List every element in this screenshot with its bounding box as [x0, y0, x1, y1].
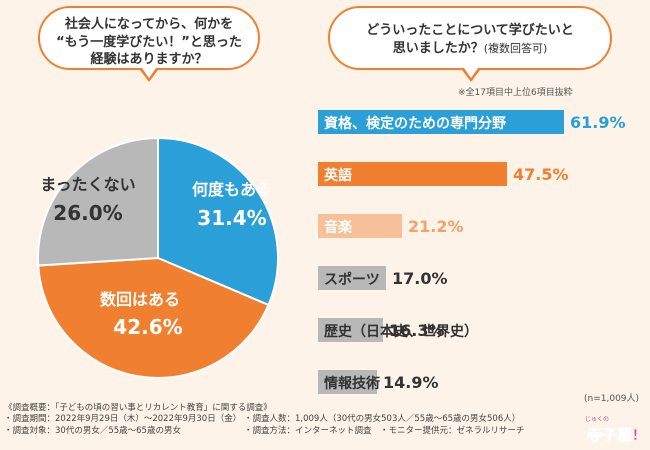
bar [318, 318, 383, 342]
pie-slice-value: 42.6% [113, 315, 182, 339]
survey-period: ・調査期間：2022年9月29日（木）～2022年9月30日（金） [4, 414, 242, 425]
logo-small-text: じゅくの [585, 416, 609, 423]
survey-title: 《調査概要：「子どもの頃の習い事とリカレント教育」に関する調査》 [4, 403, 272, 413]
bar-category-label: 歴史（日本史、世界史） [324, 324, 478, 340]
bar [318, 370, 377, 394]
pie-slice-label: 何度もある [192, 180, 272, 199]
question1-line: 経験はありますか？ [90, 52, 208, 68]
bar-chart-note: ※全17項目中上位6項目抜粋 [458, 88, 573, 98]
logo-text: 寺子屋! [587, 426, 639, 444]
question2-line2: 思いましたか？ [392, 40, 484, 56]
bar [318, 110, 564, 134]
pie-slice-label: まったくない [40, 175, 135, 194]
question2-note: (複数回答可) [483, 41, 548, 55]
bar-category-label: スポーツ [324, 272, 380, 288]
bar-category-label: 資格、検定のための専門分野 [324, 116, 506, 132]
terakoya-logo: じゅくの 寺子屋! [585, 416, 639, 444]
question2-line1: どういったことについて学びたいと [366, 23, 574, 38]
question1-line: 社会人になってから、何かを [64, 17, 234, 32]
bar [318, 266, 386, 290]
pie-slice [157, 136, 279, 307]
bar-value-label: 17.0% [392, 269, 448, 288]
bar-category-label: 英語 [324, 168, 352, 184]
question1-line: “もう一度学びたい！”と思った [56, 34, 242, 50]
bar [318, 162, 507, 186]
survey-count: ・調査人数：1,009人（30代の男女503人／55歳～65歳の男女506人） [244, 414, 521, 425]
pie-chart: 何度もある 31.4% 数回はある 42.6% まったくない 26.0% [37, 136, 279, 379]
pie-slice-value: 31.4% [197, 206, 266, 230]
pie-slice-value: 26.0% [53, 201, 122, 225]
bar-value-label: 14.9% [383, 373, 439, 392]
survey-provider: ・モニター提供元：ゼネラルリサーチ [380, 425, 525, 436]
bubble-tail [464, 68, 478, 78]
bar-value-label: 16.3% [389, 321, 445, 340]
bar-value-label: 21.2% [408, 217, 464, 236]
survey-overview: 《調査概要：「子どもの頃の習い事とリカレント教育」に関する調査》 ・調査期間：2… [4, 403, 525, 437]
bar-value-label: 61.9% [570, 113, 626, 132]
survey-target: ・調査対象：30代の男女／55歳～65歳の男女 [4, 425, 181, 436]
pie-slice [37, 256, 270, 379]
question2-bubble: どういったことについて学びたいと 思いましたか？(複数回答可) [328, 6, 612, 70]
bar-category-label: 情報技術 [324, 376, 380, 392]
pie-slice [37, 136, 159, 267]
bar-value-label: 47.5% [513, 165, 569, 184]
pie-slice-label: 数回はある [100, 290, 180, 309]
question1-bubble: 社会人になってから、何かを “もう一度学びたい！”と思った 経験はありますか？ [38, 6, 260, 70]
sample-size-note: (n=1,009人) [584, 394, 640, 404]
bubble-tail [142, 68, 156, 78]
bar-category-label: 音楽 [324, 220, 352, 236]
survey-method: ・調査方法：インターネット調査 [244, 425, 372, 436]
bar [318, 214, 402, 238]
